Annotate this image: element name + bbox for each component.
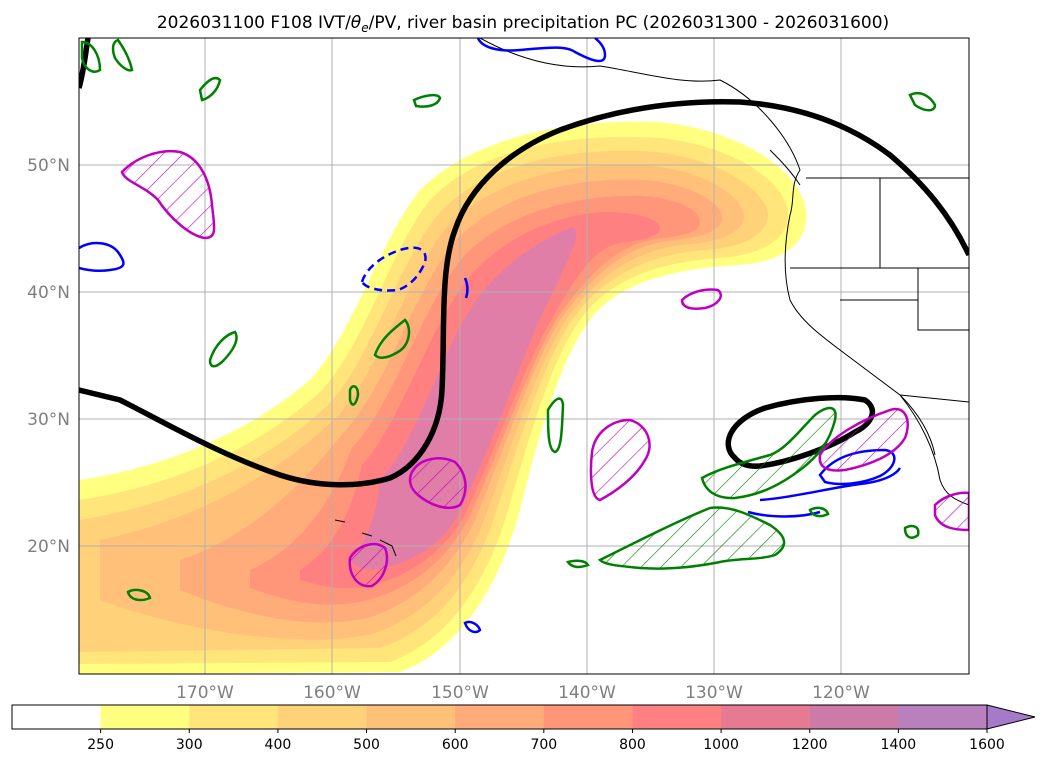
colorbar-label: 250 bbox=[87, 737, 114, 753]
colorbar-label: 400 bbox=[265, 737, 292, 753]
colorbar-swatch bbox=[898, 705, 988, 729]
green-patch-12 bbox=[566, 559, 590, 569]
bc-islands bbox=[769, 149, 801, 186]
magenta-hawaii-s bbox=[348, 542, 389, 588]
lon-label-150w: 150°W bbox=[431, 683, 489, 703]
green-patch-7 bbox=[348, 385, 360, 406]
colorbar-label: 300 bbox=[176, 737, 203, 753]
lat-label-30: 30°N bbox=[27, 410, 70, 430]
colorbar: 250 300 400 500 600 700 800 1000 1200 1400 1600 bbox=[11, 704, 1036, 753]
colorbar-label: 500 bbox=[353, 737, 380, 753]
magenta-se bbox=[933, 491, 969, 532]
green-patch-4 bbox=[908, 91, 937, 112]
colorbar-swatch bbox=[632, 705, 722, 729]
colorbar-label: 1400 bbox=[881, 737, 917, 753]
colorbar-swatch bbox=[455, 705, 545, 729]
alaska-coast bbox=[479, 38, 801, 216]
pv-west-lobe bbox=[79, 241, 125, 273]
magenta-hawaii bbox=[408, 457, 467, 510]
green-patch-3 bbox=[412, 93, 442, 108]
lon-label-160w: 160°W bbox=[303, 683, 361, 703]
colorbar-label: 700 bbox=[530, 737, 557, 753]
magenta-small bbox=[680, 288, 722, 310]
baja-coast bbox=[899, 394, 936, 456]
green-patch-8 bbox=[546, 397, 565, 454]
colorbar-labels: 250 300 400 500 600 700 800 1000 1200 1400 1600 bbox=[87, 729, 1005, 753]
north-america-coast bbox=[784, 214, 969, 506]
green-patch-5 bbox=[208, 330, 238, 368]
precip-green-contours bbox=[80, 38, 937, 602]
colorbar-swatches bbox=[12, 705, 988, 729]
colorbar-label: 800 bbox=[619, 737, 646, 753]
pv-contours bbox=[79, 38, 902, 634]
green-patch-1 bbox=[111, 38, 134, 72]
colorbar-swatch bbox=[277, 705, 368, 729]
green-patch-10 bbox=[126, 588, 152, 602]
pv-small-a bbox=[463, 620, 482, 634]
colorbar-swatch bbox=[543, 705, 633, 729]
lon-label-130w: 130°W bbox=[685, 683, 743, 703]
colorbar-swatch bbox=[366, 705, 456, 729]
figure-title: 2026031100 F108 IVT/θe/PV, river basin p… bbox=[157, 13, 889, 35]
map-frame bbox=[78, 37, 970, 675]
colorbar-frame bbox=[11, 704, 988, 730]
green-patch-13 bbox=[808, 506, 830, 518]
map-panel bbox=[79, 38, 969, 674]
colorbar-label: 600 bbox=[442, 737, 469, 753]
longitude-labels: 170°W 160°W 150°W 140°W 130°W 120°W bbox=[176, 683, 870, 703]
lat-label-40: 40°N bbox=[27, 283, 70, 303]
latitude-labels: 50°N 40°N 30°N 20°N bbox=[27, 156, 70, 557]
colorbar-swatch bbox=[809, 705, 899, 729]
colorbar-extend-arrow bbox=[986, 704, 1036, 730]
colorbar-swatch bbox=[100, 705, 190, 729]
magenta-nw bbox=[120, 149, 216, 240]
colorbar-label: 1200 bbox=[792, 737, 828, 753]
magenta-mid bbox=[589, 418, 651, 502]
us-mexico-border bbox=[899, 394, 969, 403]
green-hatched-b bbox=[700, 406, 837, 500]
pv-small-b bbox=[463, 277, 469, 299]
green-patch-6 bbox=[373, 318, 411, 360]
green-patch-9 bbox=[80, 40, 102, 73]
green-patch-11 bbox=[903, 524, 920, 539]
lat-label-50: 50°N bbox=[27, 156, 70, 176]
precip-magenta-contours bbox=[120, 149, 969, 588]
pv-top bbox=[476, 38, 607, 63]
colorbar-swatch bbox=[721, 705, 811, 729]
colorbar-swatch bbox=[189, 705, 279, 729]
colorbar-swatch bbox=[12, 705, 102, 729]
us-state-borders bbox=[790, 178, 969, 331]
ivt-band-1000 bbox=[350, 227, 577, 570]
hawaii bbox=[334, 519, 397, 557]
colorbar-label: 1000 bbox=[703, 737, 739, 753]
green-patch-2 bbox=[198, 76, 222, 102]
colorbar-label: 1600 bbox=[969, 737, 1005, 753]
theta-e-topleft bbox=[79, 38, 91, 89]
green-hatched-a bbox=[597, 506, 786, 570]
lon-label-120w: 120°W bbox=[812, 683, 870, 703]
theta-e-main bbox=[79, 98, 969, 488]
lat-label-20: 20°N bbox=[27, 537, 70, 557]
magenta-east bbox=[818, 407, 909, 472]
coastlines bbox=[334, 38, 969, 557]
lon-label-140w: 140°W bbox=[558, 683, 616, 703]
lon-label-170w: 170°W bbox=[176, 683, 234, 703]
